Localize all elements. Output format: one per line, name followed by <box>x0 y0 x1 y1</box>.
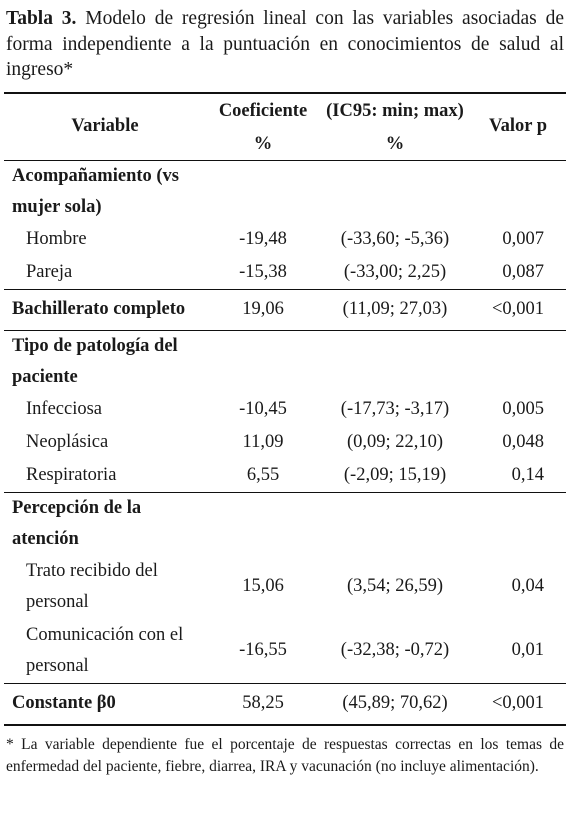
header-pvalue: Valor p <box>470 92 566 161</box>
row-ic: (-33,60; -5,36) <box>340 228 450 249</box>
row-name: Neoplásica <box>26 431 109 452</box>
group-header-percepcion: Percepción de la atención <box>4 491 566 555</box>
group-title: Percepción de la <box>12 497 142 518</box>
row-name: Hombre <box>26 228 87 249</box>
table-footnote: * La variable dependiente fue el porcent… <box>6 735 564 775</box>
row-ic: (11,09; 27,03) <box>320 288 470 330</box>
row-pvalue: 0,048 <box>502 431 544 452</box>
table-row-bachillerato: Bachillerato completo 19,06 (11,09; 27,0… <box>4 288 566 330</box>
table-row: Respiratoria 6,55 (-2,09; 15,19) 0,14 <box>4 459 566 493</box>
row-coef: -15,38 <box>239 261 287 282</box>
row-ic: (-17,73; -3,17) <box>340 398 450 419</box>
row-ic: (-33,00; 2,25) <box>343 261 447 282</box>
group-title: Tipo de patología del <box>12 335 178 356</box>
row-pvalue: 0,007 <box>502 228 544 249</box>
row-name-line: personal <box>26 655 89 676</box>
row-name-line: personal <box>26 591 89 612</box>
header-ic: (IC95: min; max) <box>326 101 464 121</box>
row-name: Infecciosa <box>26 398 103 419</box>
table-row: Trato recibido del personal 15,06 (3,54; … <box>4 555 566 619</box>
row-pvalue: <0,001 <box>470 288 566 330</box>
row-coef: 15,06 <box>242 576 284 596</box>
table-row: Neoplásica 11,09 (0,09; 22,10) 0,048 <box>4 426 566 459</box>
row-coef: 58,25 <box>206 682 320 726</box>
row-coef: 11,09 <box>242 431 284 452</box>
row-name: Pareja <box>26 261 73 282</box>
regression-table: Variable Coeficiente (IC95: min; max) Va… <box>4 92 566 726</box>
header-coef-unit: % <box>206 129 320 161</box>
row-pvalue: 0,005 <box>502 398 544 419</box>
table-label: Tabla 3. <box>6 8 77 29</box>
row-name: Constante β0 <box>4 682 206 726</box>
table-caption: Tabla 3. Modelo de regresión lineal con … <box>6 6 564 83</box>
row-ic: (-32,38; -0,72) <box>340 640 450 660</box>
table-caption-text: Modelo de regresión lineal con las varia… <box>6 8 564 80</box>
table-row: Hombre -19,48 (-33,60; -5,36) 0,007 <box>4 223 566 256</box>
row-name: Respiratoria <box>26 464 117 485</box>
row-ic: (0,09; 22,10) <box>346 431 444 452</box>
row-coef: -19,48 <box>239 228 287 249</box>
table-row: Infecciosa -10,45 (-17,73; -3,17) 0,005 <box>4 393 566 426</box>
row-name-line: Comunicación con el <box>26 624 184 645</box>
row-pvalue: 0,04 <box>511 576 544 596</box>
group-title: Acompañamiento (vs <box>12 165 180 186</box>
table-row: Pareja -15,38 (-33,00; 2,25) 0,087 <box>4 256 566 290</box>
group-header-acompanamiento: Acompañamiento (vs mujer sola) <box>4 160 566 223</box>
row-ic: (-2,09; 15,19) <box>343 464 447 485</box>
group-title: paciente <box>12 366 78 387</box>
document-page: Tabla 3. Modelo de regresión lineal con … <box>0 6 570 828</box>
row-coef: -16,55 <box>239 640 287 660</box>
row-pvalue: 0,087 <box>502 261 544 282</box>
group-title: atención <box>12 528 79 549</box>
row-name: Trato recibido del personal <box>4 555 206 619</box>
row-ic: (45,89; 70,62) <box>320 682 470 726</box>
row-coef: -10,45 <box>239 398 287 419</box>
header-coef: Coeficiente <box>218 101 308 121</box>
group-header-patologia: Tipo de patología del paciente <box>4 329 566 393</box>
row-name-line: Trato recibido del <box>26 560 158 581</box>
row-coef: 6,55 <box>246 464 280 485</box>
table-row: Comunicación con el personal -16,55 (-32,… <box>4 619 566 684</box>
header-variable: Variable <box>4 92 206 161</box>
row-coef: 19,06 <box>206 288 320 330</box>
row-name: Comunicación con el personal <box>4 619 206 684</box>
row-pvalue: 0,14 <box>511 464 544 485</box>
table-row-constante: Constante β0 58,25 (45,89; 70,62) <0,001 <box>4 682 566 726</box>
header-ic-unit: % <box>320 129 470 161</box>
row-pvalue: <0,001 <box>470 682 566 726</box>
row-pvalue: 0,01 <box>511 640 544 660</box>
row-name: Bachillerato completo <box>4 288 206 330</box>
row-ic: (3,54; 26,59) <box>346 576 444 596</box>
group-title: mujer sola) <box>12 196 102 217</box>
